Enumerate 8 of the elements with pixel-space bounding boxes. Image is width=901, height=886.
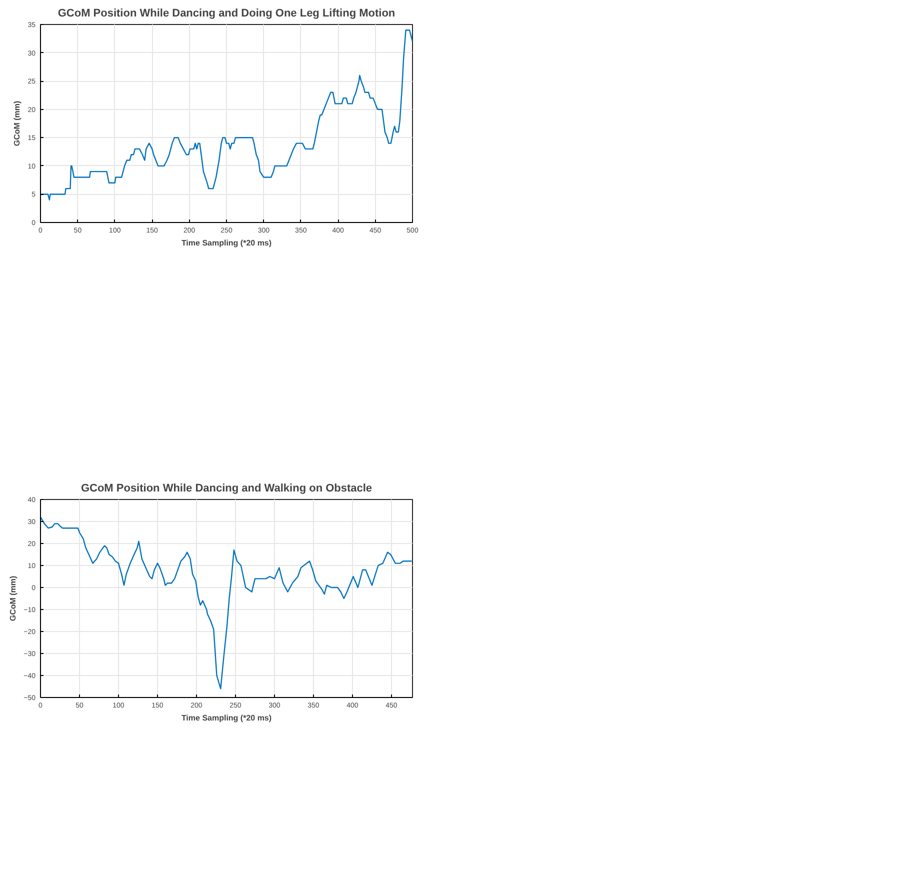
y-axis-title: GCoM (mm) bbox=[12, 100, 22, 146]
line-series bbox=[40, 30, 412, 200]
chart-title: GCoM Position While Dancing and Walking on Obstacle bbox=[80, 482, 372, 494]
chart-title: GCoM Position While Dancing and Doing One Leg Lifting Motion bbox=[58, 8, 396, 20]
x-axis-title: Time Sampling (*20 ms) bbox=[181, 238, 272, 248]
line-series bbox=[40, 516, 412, 690]
y-axis-title: GCoM (mm) bbox=[8, 576, 18, 622]
x-axis-title: Time Sampling (*20 ms) bbox=[181, 714, 272, 722]
